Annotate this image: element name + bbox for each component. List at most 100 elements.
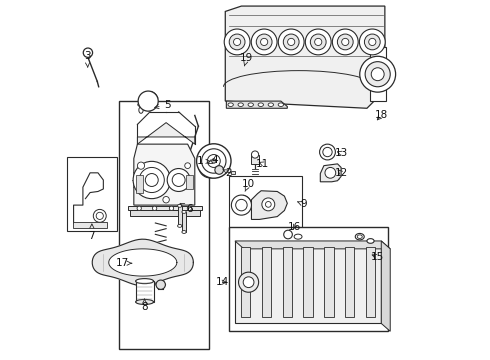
Bar (345, 247, 354, 317)
Circle shape (256, 34, 272, 50)
Circle shape (185, 163, 191, 168)
Polygon shape (370, 47, 386, 101)
Bar (119, 101, 209, 349)
Circle shape (152, 206, 157, 211)
Circle shape (212, 159, 216, 163)
Polygon shape (381, 241, 390, 331)
Circle shape (139, 167, 164, 193)
Bar (241, 247, 250, 317)
Circle shape (315, 39, 322, 45)
Ellipse shape (177, 204, 182, 207)
Ellipse shape (294, 234, 302, 239)
Circle shape (215, 166, 223, 174)
Circle shape (203, 159, 218, 174)
Bar (231, 171, 235, 174)
Circle shape (305, 29, 331, 55)
Polygon shape (225, 6, 385, 108)
Circle shape (187, 206, 192, 211)
Circle shape (201, 149, 226, 173)
Circle shape (251, 151, 259, 158)
Bar (229, 176, 302, 231)
Text: 18: 18 (375, 111, 388, 121)
Text: 14: 14 (216, 277, 229, 287)
Ellipse shape (182, 230, 186, 233)
Bar (324, 247, 334, 317)
Circle shape (170, 206, 173, 211)
Circle shape (172, 174, 185, 186)
Circle shape (342, 39, 349, 45)
Text: 5: 5 (155, 100, 171, 110)
Circle shape (96, 212, 103, 220)
Bar (136, 281, 153, 302)
Ellipse shape (278, 103, 284, 107)
Bar (229, 226, 389, 330)
Polygon shape (251, 191, 287, 220)
Ellipse shape (136, 300, 153, 305)
Circle shape (323, 147, 332, 157)
Text: 1: 1 (197, 156, 210, 166)
Text: 4: 4 (208, 155, 218, 165)
Ellipse shape (258, 103, 264, 107)
Text: 19: 19 (240, 53, 253, 66)
Circle shape (262, 198, 275, 211)
Bar (366, 247, 375, 317)
Circle shape (137, 162, 145, 169)
Circle shape (368, 39, 376, 45)
Text: 2: 2 (223, 168, 232, 178)
Polygon shape (73, 222, 107, 228)
Text: 17: 17 (116, 258, 132, 268)
Circle shape (167, 168, 190, 192)
Circle shape (365, 62, 390, 87)
Ellipse shape (138, 103, 144, 107)
Polygon shape (137, 123, 195, 144)
Circle shape (288, 39, 295, 45)
Text: 15: 15 (371, 252, 384, 262)
Circle shape (196, 144, 231, 178)
Polygon shape (128, 206, 202, 211)
Ellipse shape (248, 103, 253, 107)
Circle shape (163, 197, 170, 203)
Circle shape (338, 34, 353, 50)
Circle shape (278, 29, 304, 55)
Circle shape (284, 230, 293, 239)
Text: 8: 8 (141, 299, 148, 312)
Text: 13: 13 (335, 148, 348, 158)
Text: 6: 6 (180, 203, 193, 214)
Ellipse shape (238, 103, 244, 107)
Ellipse shape (139, 107, 143, 113)
Polygon shape (130, 211, 200, 216)
Circle shape (224, 29, 250, 55)
Circle shape (234, 39, 241, 45)
Bar (186, 175, 193, 189)
Bar (182, 212, 186, 232)
Bar (177, 206, 182, 226)
Polygon shape (226, 101, 287, 108)
Circle shape (283, 34, 299, 50)
Ellipse shape (355, 233, 364, 240)
Circle shape (137, 206, 141, 211)
Ellipse shape (182, 211, 186, 213)
Circle shape (310, 34, 326, 50)
Ellipse shape (367, 239, 374, 243)
Bar (262, 247, 271, 317)
Circle shape (243, 277, 254, 288)
Text: 7: 7 (89, 224, 95, 240)
Text: 10: 10 (242, 179, 255, 192)
Circle shape (359, 29, 385, 55)
Bar (303, 247, 313, 317)
Bar (283, 247, 292, 317)
Ellipse shape (228, 103, 233, 107)
Circle shape (325, 167, 336, 178)
Polygon shape (92, 239, 194, 286)
Circle shape (156, 280, 166, 289)
Bar (67, 157, 117, 231)
Ellipse shape (268, 103, 273, 107)
Circle shape (207, 154, 220, 167)
Polygon shape (235, 241, 381, 323)
Circle shape (261, 39, 268, 45)
Circle shape (138, 91, 158, 111)
Circle shape (229, 34, 245, 50)
Text: 16: 16 (288, 222, 301, 231)
Text: 3: 3 (84, 51, 91, 67)
Polygon shape (134, 144, 195, 205)
